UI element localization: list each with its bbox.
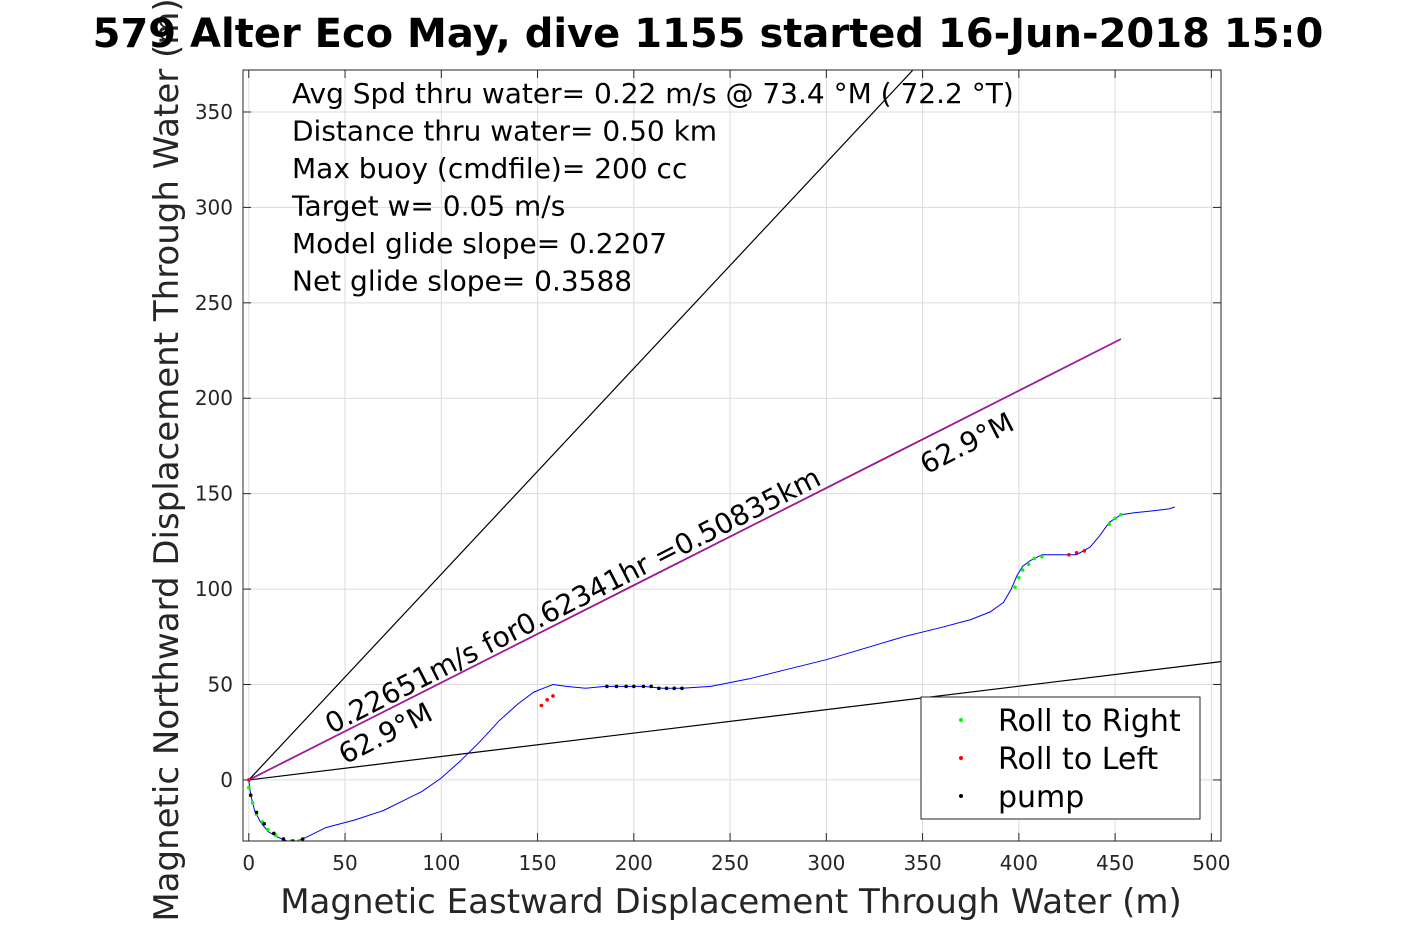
info-line: Target w= 0.05 m/s: [291, 190, 565, 223]
y-tick-label: 200: [195, 386, 233, 410]
info-line: Model glide slope= 0.2207: [292, 227, 667, 260]
roll-right-point: [1113, 516, 1117, 521]
x-tick-label: 500: [1192, 851, 1230, 875]
roll-right-point: [1013, 585, 1017, 589]
pump-point: [248, 793, 253, 797]
pump-point: [672, 686, 677, 691]
legend-marker-roll-left: [959, 756, 963, 760]
plot-area: [246, 70, 1221, 841]
roll-left-point: [539, 703, 544, 708]
roll-left-point: [1074, 551, 1079, 555]
x-tick-label: 0: [242, 851, 255, 875]
pump-point: [657, 686, 661, 691]
info-line: Avg Spd thru water= 0.22 m/s @ 73.4 °M (…: [292, 77, 1014, 110]
pump-point: [262, 822, 266, 826]
x-tick-label: 350: [904, 851, 942, 875]
roll-left-point: [246, 778, 251, 782]
roll-right-point: [1040, 554, 1044, 559]
roll-right-point: [1032, 556, 1037, 561]
y-tick-label: 0: [220, 768, 233, 792]
x-tick-label: 400: [1000, 851, 1038, 875]
plot-frame: [242, 69, 1222, 842]
roll-left-point: [1082, 549, 1087, 553]
y-tick-label: 50: [208, 673, 233, 697]
roll-right-point: [246, 785, 251, 790]
y-tick-label: 100: [195, 577, 233, 601]
pump-point: [605, 684, 609, 689]
pump-point: [624, 684, 628, 689]
roll-left-point: [551, 694, 555, 698]
pump-point: [649, 684, 653, 689]
roll-right-point: [1017, 575, 1021, 580]
pump-point: [272, 831, 276, 836]
legend-label-roll-left: Roll to Left: [998, 742, 1158, 777]
y-tick-label: 150: [195, 482, 233, 506]
info-line: Distance thru water= 0.50 km: [292, 115, 717, 148]
roll-left-point: [1067, 552, 1071, 557]
reference-line: [248, 70, 914, 781]
pump-point: [632, 684, 636, 689]
roll-right-point: [1119, 512, 1123, 517]
grid: [243, 70, 1221, 841]
pump-point: [281, 837, 286, 841]
chart-title: 579 Alter Eco May, dive 1155 started 16-…: [93, 11, 1324, 57]
y-tick-label: 300: [195, 195, 233, 219]
info-text: Avg Spd thru water= 0.22 m/s @ 73.4 °M (…: [291, 77, 1014, 298]
pump-point: [300, 837, 305, 841]
x-tick-label: 50: [332, 851, 357, 875]
info-line: Net glide slope= 0.3588: [292, 265, 632, 298]
y-axis-label: Magnetic Northward Displacement Through …: [147, 0, 187, 922]
roll-left-point: [545, 697, 549, 702]
legend-marker-roll-right: [959, 718, 963, 722]
roll-right-point: [1107, 522, 1112, 527]
legend: Roll to Right Roll to Left pump: [920, 696, 1201, 820]
legend-box: [920, 696, 1201, 820]
x-axis-label: Magnetic Eastward Displacement Through W…: [280, 882, 1182, 922]
pump-point: [614, 684, 619, 689]
x-tick-label: 450: [1096, 851, 1134, 875]
x-tick-label: 300: [807, 851, 845, 875]
roll-right-point: [1020, 568, 1025, 572]
legend-label-roll-right: Roll to Right: [998, 704, 1181, 739]
track-line: [248, 506, 1175, 841]
legend-label-pump: pump: [998, 780, 1084, 815]
roll-right-point: [266, 827, 270, 832]
reference-line: [248, 661, 1221, 781]
x-tick-label: 200: [615, 851, 653, 875]
pump-point: [680, 686, 684, 691]
pump-point: [641, 684, 646, 689]
y-tick-label: 250: [195, 291, 233, 315]
y-tick-label: 350: [195, 100, 233, 124]
x-tick-label: 100: [422, 851, 460, 875]
x-tick-label: 150: [518, 851, 556, 875]
x-tick-label: 250: [711, 851, 749, 875]
info-line: Max buoy (cmdfile)= 200 cc: [292, 152, 687, 185]
model-line-overlay: [248, 338, 1122, 781]
ticks: 0 50 100 150 200 250 300 350 400 450 500 0 50 100 150 2…: [195, 70, 1230, 875]
pump-point: [664, 686, 669, 691]
roll-right-point: [250, 801, 255, 805]
pump-point: [254, 810, 259, 815]
legend-marker-pump: [959, 794, 963, 798]
roll-right-point: [1026, 562, 1031, 567]
